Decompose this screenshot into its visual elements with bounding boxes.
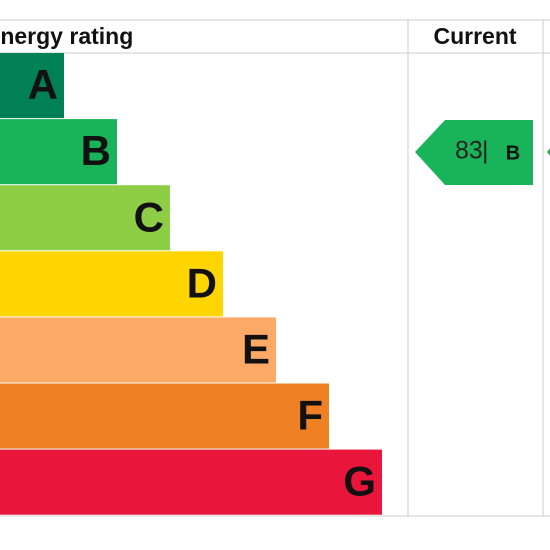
band-bar [0, 185, 170, 251]
current-separator: | [482, 137, 489, 165]
band-bar [0, 53, 64, 119]
band-letter: C [134, 193, 164, 240]
band-letter: G [343, 458, 376, 505]
band-bar [0, 449, 382, 515]
header-title: Energy rating [0, 23, 133, 49]
current-arrow [415, 120, 533, 185]
band-bar [0, 119, 117, 185]
band-bar [0, 317, 276, 383]
potential-arrow [547, 148, 550, 156]
current-score: 83 [455, 137, 483, 165]
current-rating: 83 | B [415, 120, 533, 185]
band-letter: A [28, 61, 58, 108]
current-band: B [506, 142, 520, 164]
header-current: Current [433, 23, 516, 49]
band-letter: D [187, 259, 217, 306]
band-letter: B [81, 127, 111, 174]
band-letter: E [242, 326, 270, 373]
band-letter: F [297, 392, 323, 439]
band-bar [0, 383, 329, 449]
band-bar [0, 251, 223, 317]
